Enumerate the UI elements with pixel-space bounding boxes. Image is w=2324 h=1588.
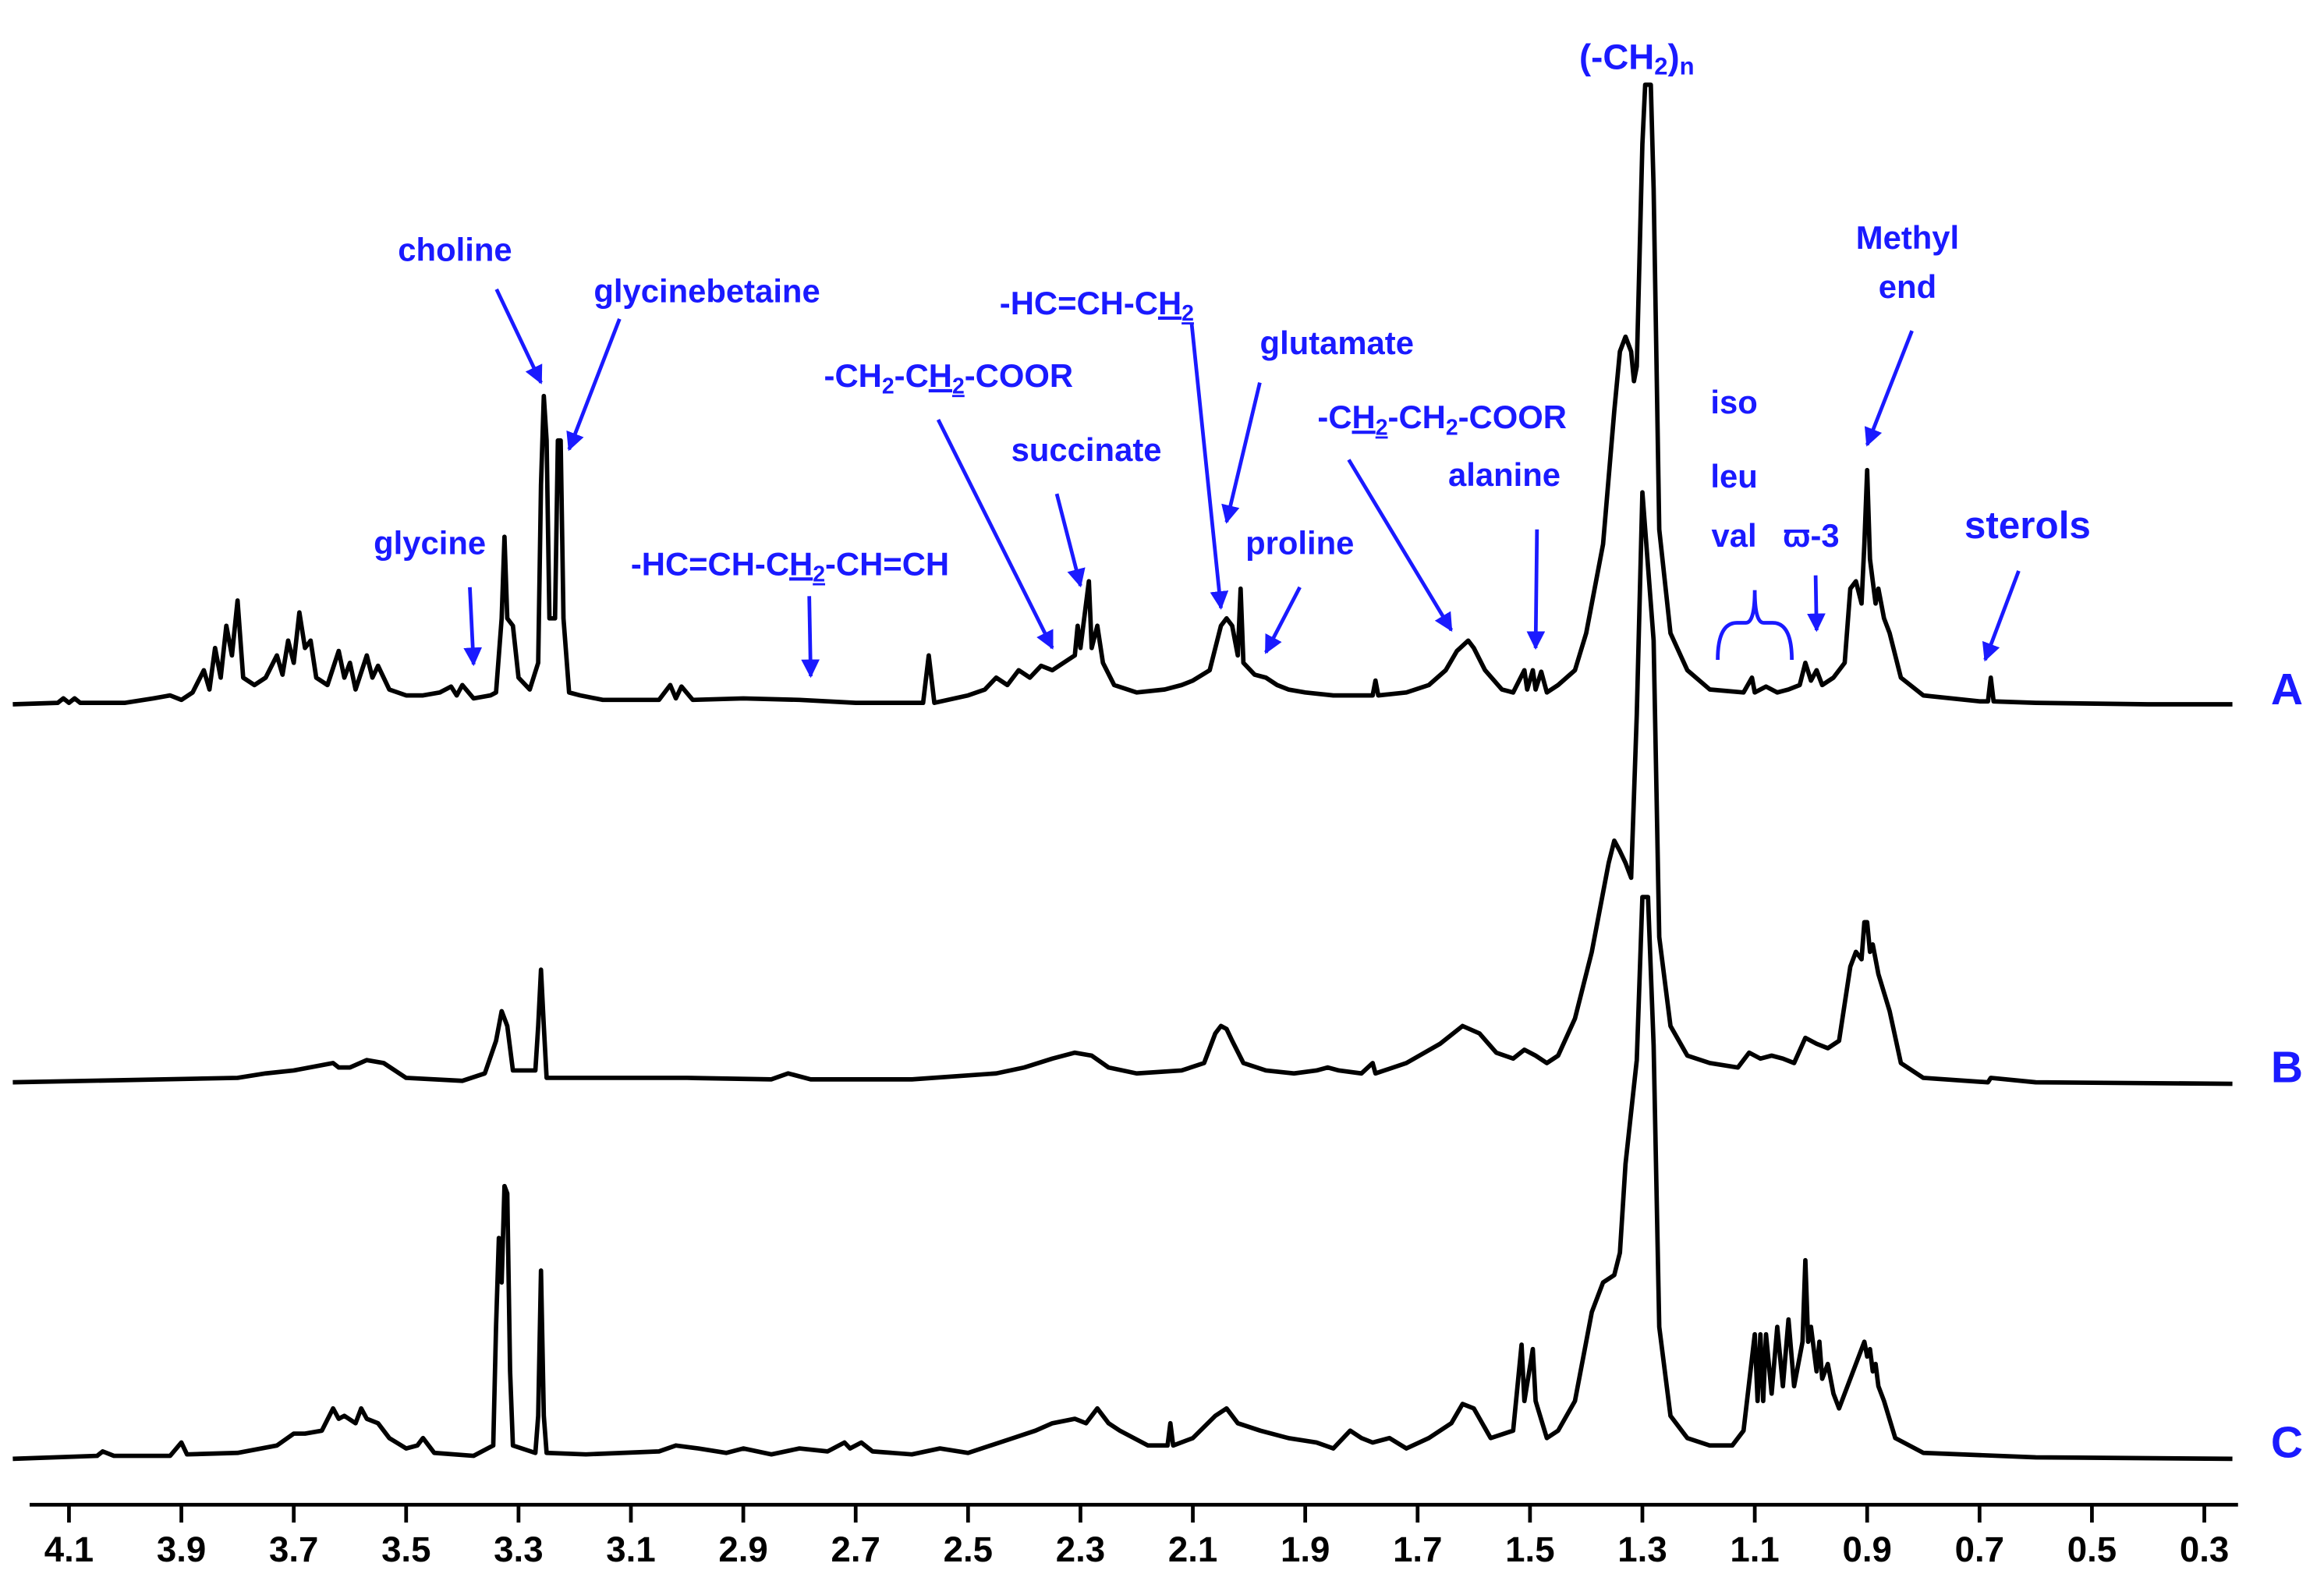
- annotation-text: iso: [1710, 384, 1757, 420]
- x-tick-label: 1.9: [1281, 1530, 1330, 1569]
- annotation-text: end: [1879, 268, 1936, 305]
- annotation-text: H: [1158, 285, 1181, 321]
- annotation-text: glycine: [374, 525, 486, 562]
- annotation-label: choline: [398, 231, 512, 268]
- annotation-label: -CH2-CH2-COOR: [1317, 399, 1567, 440]
- annotation-text: val: [1712, 517, 1757, 554]
- annotation-text: H: [929, 357, 952, 394]
- x-tick-label: 0.5: [2067, 1530, 2117, 1569]
- x-tick-label: 1.5: [1505, 1530, 1554, 1569]
- annotation-label: -CH2-CH2-COOR: [824, 357, 1074, 399]
- annotation-arrow: [463, 587, 483, 667]
- annotation-label: alanine: [1448, 456, 1561, 493]
- annotation-text: n: [1680, 53, 1695, 80]
- x-tick-label: 1.1: [1730, 1530, 1779, 1569]
- annotation-text: -CH=CH: [825, 545, 949, 582]
- annotation-arrow: [1347, 459, 1454, 633]
- annotation-arrow: [1864, 330, 1914, 447]
- spectrum-line: [12, 490, 2233, 1086]
- annotation-text: sterols: [1964, 504, 2091, 547]
- annotation-text: 2: [813, 562, 825, 587]
- x-tick-label: 3.5: [381, 1530, 430, 1569]
- x-tick-label: 3.1: [606, 1530, 655, 1569]
- annotation-text: Methyl: [1856, 219, 1959, 256]
- x-tick-label: 4.1: [44, 1530, 94, 1569]
- annotation-arrow: [1054, 493, 1086, 588]
- annotation-text: ): [1667, 37, 1679, 76]
- annotation-text: 2: [1376, 415, 1388, 440]
- x-tick-label: 1.3: [1617, 1530, 1667, 1569]
- annotation-label: -HC=CH-CH2-CH=CH: [631, 545, 949, 587]
- annotation-text: -COOR: [1458, 399, 1567, 435]
- annotation-text: leu: [1710, 458, 1757, 494]
- series-label: B: [2271, 1043, 2303, 1093]
- x-tick-label: 2.5: [944, 1530, 993, 1569]
- annotation-text: H: [1352, 399, 1376, 435]
- x-tick-label: 0.3: [2180, 1530, 2229, 1569]
- annotation-text: succinate: [1011, 431, 1162, 468]
- x-tick-label: 0.7: [1955, 1530, 2004, 1569]
- x-tick-label: 1.7: [1393, 1530, 1442, 1569]
- annotation-text: glycinebetaine: [593, 273, 820, 310]
- annotation-text: 2: [1446, 415, 1458, 440]
- x-tick-label: 2.1: [1168, 1530, 1217, 1569]
- annotation-text: choline: [398, 231, 512, 268]
- annotation-text: 2: [1654, 53, 1667, 80]
- annotation-label: ϖ-3: [1783, 517, 1839, 554]
- annotation-arrow: [1189, 323, 1229, 610]
- annotation-text: 2: [952, 374, 965, 399]
- annotation-text: -HC=CH-C: [631, 545, 789, 582]
- x-tick-label: 2.7: [831, 1530, 880, 1569]
- annotation-text: -COOR: [965, 357, 1073, 394]
- annotation-label: succinate: [1011, 431, 1162, 468]
- annotation-label: iso: [1710, 384, 1757, 420]
- annotation-label: Methyl: [1856, 219, 1959, 256]
- annotation-label: -HC=CH-CH2: [1000, 285, 1194, 326]
- annotation-text: -C: [1317, 399, 1352, 435]
- annotation-text: 2: [882, 374, 895, 399]
- annotation-arrow: [566, 318, 622, 452]
- x-tick-label: 3.9: [157, 1530, 206, 1569]
- annotation-label: glycinebetaine: [593, 273, 820, 310]
- annotation-text: -HC=CH-C: [1000, 285, 1158, 321]
- annotation-arrow: [1221, 382, 1262, 524]
- spectrum-line: [12, 82, 2233, 707]
- annotation-text: (-CH: [1579, 37, 1654, 76]
- spectrum-line: [12, 895, 2233, 1462]
- annotation-text: proline: [1245, 525, 1354, 562]
- annotation-label: glutamate: [1260, 324, 1414, 361]
- annotation-label: end: [1879, 268, 1936, 305]
- annotation-text: 2: [1181, 301, 1194, 326]
- annotation-text: -C: [895, 357, 929, 394]
- x-tick-label: 2.3: [1056, 1530, 1105, 1569]
- annotation-label: glycine: [374, 525, 486, 562]
- annotation-label: (-CH2)n: [1579, 37, 1695, 80]
- annotation-arrow: [1264, 586, 1302, 654]
- annotation-arrow: [494, 288, 543, 385]
- annotation-label: leu: [1710, 458, 1757, 494]
- annotation-arrow: [801, 596, 820, 679]
- annotation-text: alanine: [1448, 456, 1561, 493]
- annotation-arrow: [936, 419, 1054, 650]
- x-tick-label: 0.9: [1843, 1530, 1892, 1569]
- annotation-label: proline: [1245, 525, 1354, 562]
- annotation-text: -CH: [824, 357, 882, 394]
- annotation-text: ϖ-3: [1783, 517, 1839, 554]
- annotation-arrow: [1982, 570, 2021, 662]
- x-tick-label: 3.3: [494, 1530, 543, 1569]
- annotation-label: val: [1712, 517, 1757, 554]
- series-label: A: [2271, 665, 2303, 714]
- annotation-text: -CH: [1388, 399, 1446, 435]
- x-tick-label: 2.9: [718, 1530, 767, 1569]
- annotation-arrow: [1526, 529, 1546, 650]
- annotation-text: H: [789, 545, 813, 582]
- series-label: C: [2271, 1417, 2303, 1467]
- annotation-label: sterols: [1964, 504, 2091, 547]
- annotation-text: glutamate: [1260, 324, 1414, 361]
- annotation-brace: [1716, 590, 1794, 661]
- x-tick-label: 3.7: [269, 1530, 318, 1569]
